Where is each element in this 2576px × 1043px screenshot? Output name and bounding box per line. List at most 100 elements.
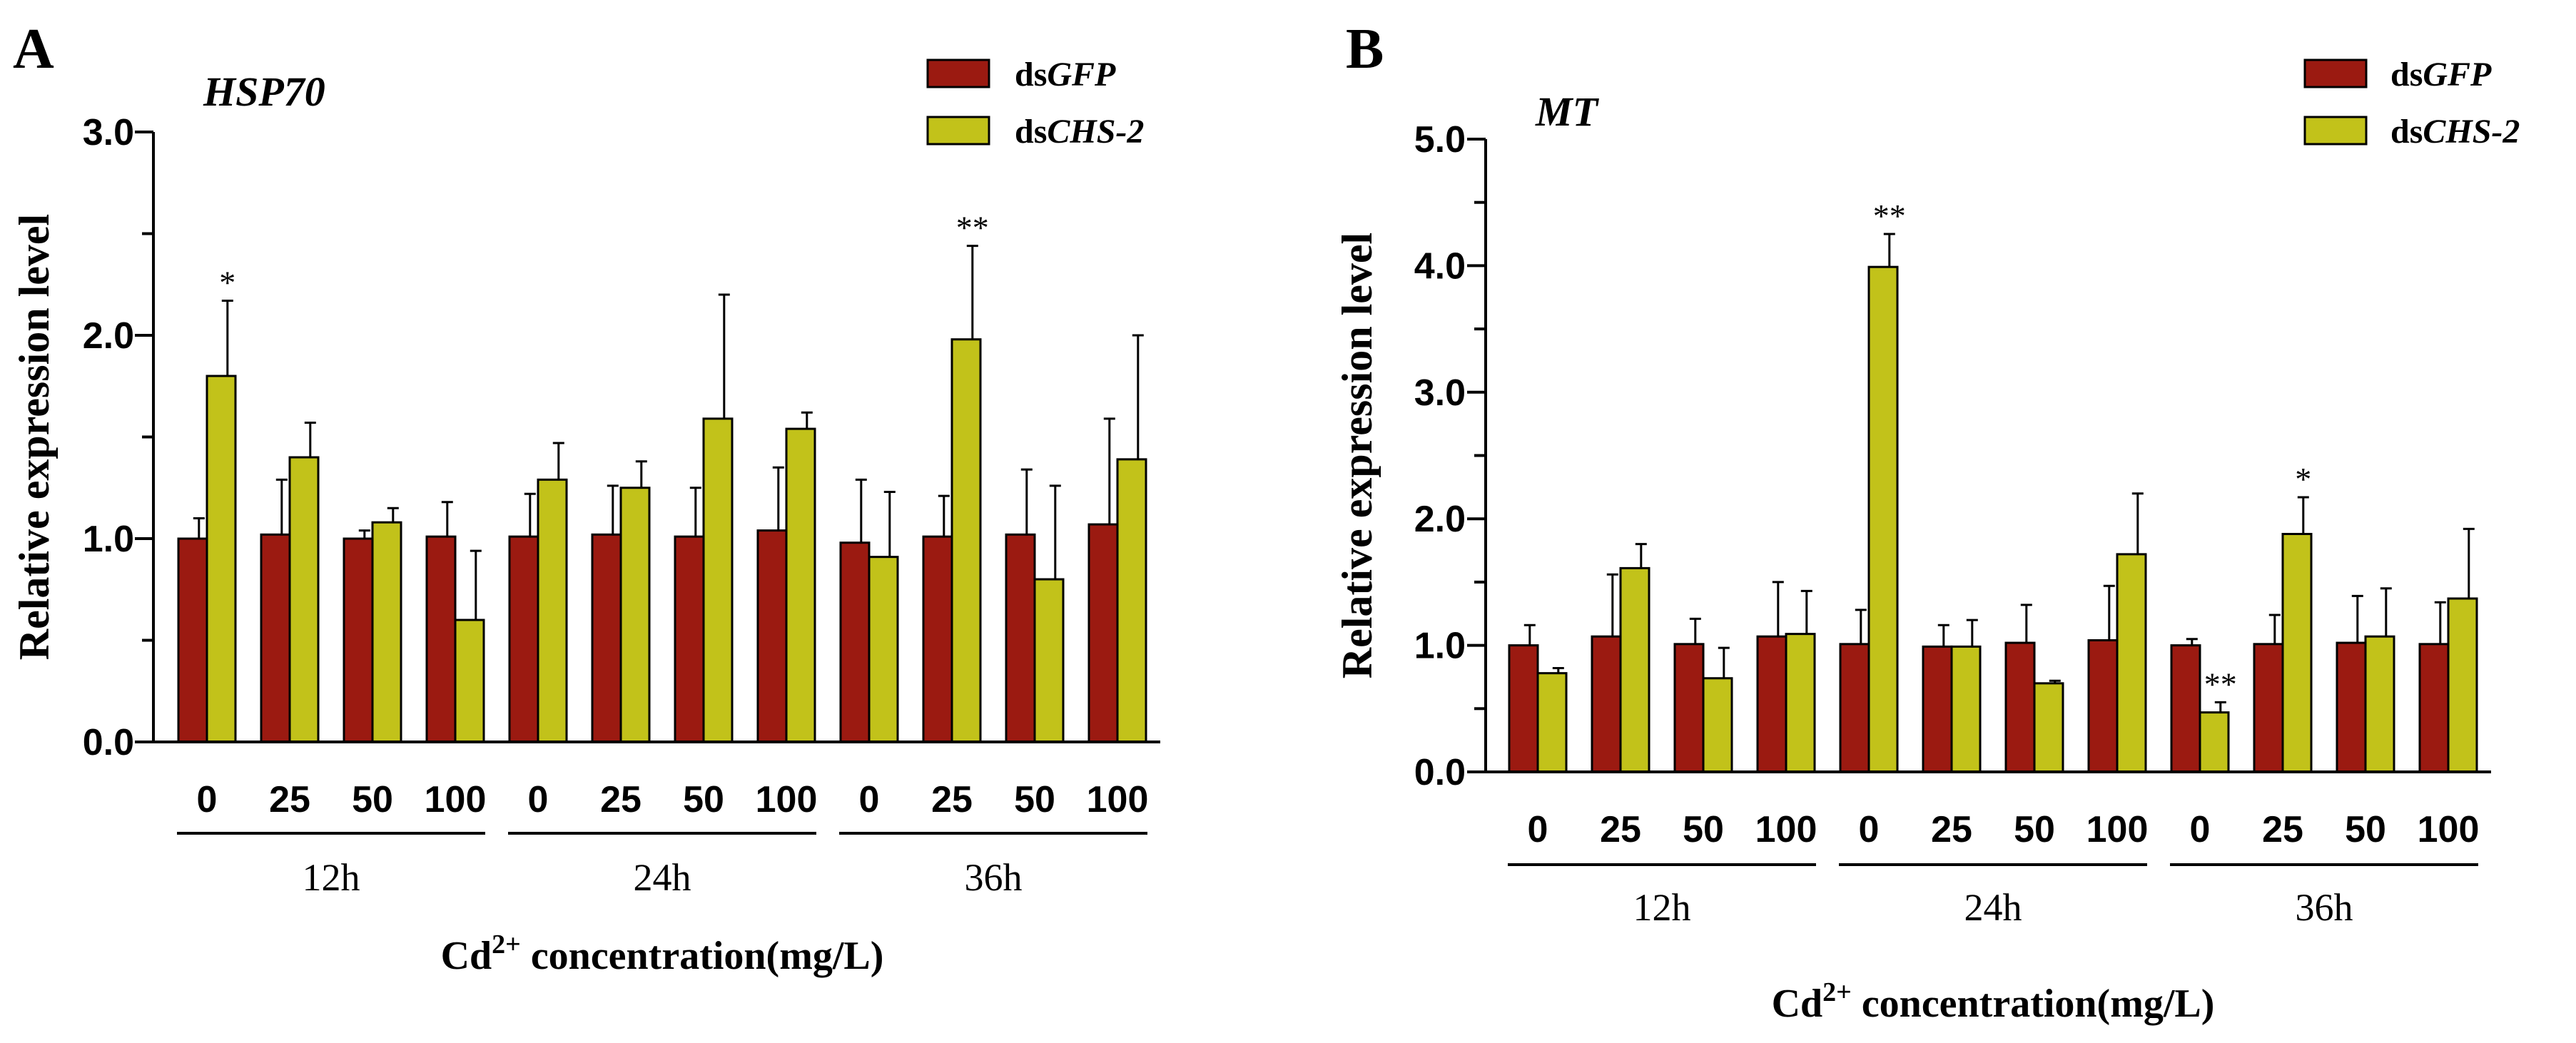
bar-dsgfp: [2170, 644, 2201, 773]
bar-dschs2: [454, 619, 485, 743]
x-concentration-label: 50: [1683, 809, 1724, 850]
legend-label: dsGFP: [2390, 56, 2492, 93]
y-tick-label: 3.0: [83, 112, 134, 153]
x-concentration-label: 50: [1014, 779, 1055, 820]
significance-mark: **: [956, 210, 989, 246]
bar-dschs2: [1536, 672, 1568, 773]
bar-dsgfp: [1839, 643, 1870, 773]
x-concentration-label: 100: [2086, 809, 2149, 850]
x-concentration-label: 100: [2418, 809, 2480, 850]
group-label: 12h: [1633, 886, 1691, 929]
x-concentration-label: 0: [528, 779, 549, 820]
bar-dschs2: [2199, 711, 2230, 773]
x-concentration-label: 100: [1087, 779, 1149, 820]
legend-swatch: [2303, 58, 2368, 88]
y-tick-label: 3.0: [1414, 372, 1466, 414]
panel-label: A: [13, 18, 54, 81]
y-axis-label: Relative expression level: [1334, 233, 1381, 678]
x-concentration-label: 25: [2262, 809, 2303, 850]
bar-dschs2: [371, 521, 402, 743]
bar-dsgfp: [1922, 645, 1953, 773]
y-tick-label: 1.0: [83, 519, 134, 560]
y-tick-label: 0.0: [83, 722, 134, 763]
bar-dschs2: [2447, 597, 2478, 773]
x-concentration-label: 0: [1528, 809, 1548, 850]
x-concentration-label: 0: [2190, 809, 2211, 850]
bar-dsgfp: [1005, 533, 1036, 743]
legend-swatch: [2303, 116, 2368, 146]
y-axis-label: Relative expression level: [11, 214, 58, 660]
x-axis-label: Cd2+ concentration(mg/L): [1772, 977, 2215, 1026]
bar-dsgfp: [1591, 635, 1622, 773]
x-axis-label: Cd2+ concentration(mg/L): [441, 930, 884, 978]
x-concentration-label: 50: [352, 779, 393, 820]
y-tick-label: 0.0: [1414, 752, 1466, 793]
bar-dsgfp: [1508, 644, 1539, 773]
bar-dschs2: [2116, 553, 2147, 773]
bar-dsgfp: [425, 535, 457, 743]
gene-title: HSP70: [203, 68, 325, 115]
x-concentration-label: 25: [1931, 809, 1972, 850]
x-concentration-label: 25: [1600, 809, 1641, 850]
y-tick-label: 4.0: [1414, 245, 1466, 287]
x-concentration-label: 100: [756, 779, 818, 820]
bar-dschs2: [288, 456, 320, 743]
group-label: 24h: [634, 856, 691, 899]
y-tick-label: 2.0: [83, 315, 134, 357]
panel-b-chart: B MT 0.0 1.0 2.0 3.0 4.0 5.0 Relative expression…: [1334, 18, 2520, 1026]
bar-dschs2: [2364, 635, 2395, 773]
bar-dschs2: [702, 417, 734, 743]
x-concentration-label: 25: [931, 779, 973, 820]
bar-dschs2: [619, 487, 651, 743]
bar-dschs2: [1116, 458, 1147, 743]
x-concentration-label: 0: [1859, 809, 1880, 850]
significance-mark: *: [2295, 461, 2311, 497]
x-concentration-label: 25: [600, 779, 642, 820]
bar-dsgfp: [508, 535, 539, 743]
bar-dschs2: [1619, 566, 1650, 773]
bar-dschs2: [1950, 645, 1982, 773]
y-tick-label: 1.0: [1414, 626, 1466, 667]
bar-dsgfp: [2253, 643, 2284, 773]
legend-label: dsCHS-2: [2390, 113, 2520, 151]
bar-dsgfp: [177, 537, 208, 743]
legend-label: dsCHS-2: [1015, 113, 1144, 151]
bar-dschs2: [537, 478, 568, 743]
panel-label: B: [1346, 18, 1384, 81]
bar-dschs2: [1033, 578, 1065, 743]
bar-dsgfp: [260, 533, 291, 743]
legend-swatch: [926, 58, 990, 88]
bar-dsgfp: [839, 541, 871, 743]
bar-dsgfp: [1673, 643, 1705, 773]
group-label: 12h: [303, 856, 360, 899]
bar-dsgfp: [674, 535, 705, 743]
group-label: 24h: [1964, 886, 2022, 929]
bar-dschs2: [1785, 633, 1816, 773]
bar-dsgfp: [922, 535, 953, 743]
y-tick-label: 5.0: [1414, 119, 1466, 161]
x-concentration-label: 100: [425, 779, 487, 820]
x-concentration-label: 50: [683, 779, 724, 820]
bar-dschs2: [868, 556, 899, 743]
panel-a-chart: A HSP70 0.0 1.0 2.0 3.0 Relative expression le…: [11, 18, 1160, 978]
significance-mark: **: [2204, 666, 2237, 702]
significance-mark: *: [219, 265, 235, 301]
bar-dsgfp: [1756, 635, 1788, 773]
y-tick-label: 2.0: [1414, 499, 1466, 540]
legend-swatch: [926, 116, 990, 146]
gene-title: MT: [1535, 88, 1600, 135]
group-label: 36h: [2296, 886, 2353, 929]
x-concentration-label: 50: [2014, 809, 2055, 850]
bar-dschs2: [2033, 682, 2064, 773]
x-concentration-label: 100: [1755, 809, 1817, 850]
group-label: 36h: [965, 856, 1023, 899]
bar-dschs2: [950, 338, 982, 743]
significance-mark: **: [1873, 198, 1906, 234]
bar-dsgfp: [2336, 641, 2367, 773]
bar-dschs2: [1867, 265, 1899, 773]
bar-dsgfp: [2004, 641, 2036, 773]
x-concentration-label: 25: [269, 779, 310, 820]
bar-dschs2: [785, 427, 816, 743]
legend-label: dsGFP: [1015, 56, 1116, 93]
